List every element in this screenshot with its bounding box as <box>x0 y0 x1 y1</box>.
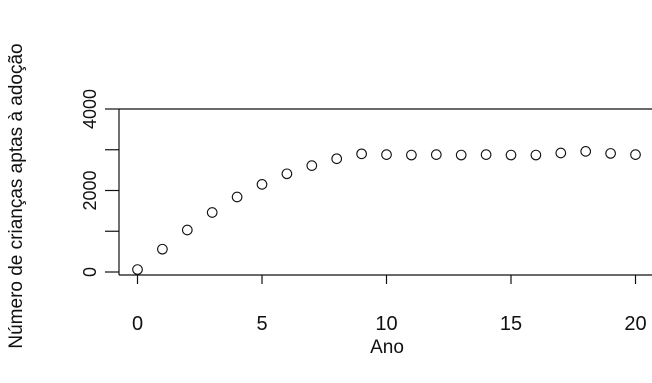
data-point <box>256 179 268 190</box>
y-tick-label: 0 <box>80 267 100 277</box>
data-point <box>132 264 143 275</box>
data-point <box>480 149 492 160</box>
data-point <box>381 149 392 160</box>
x-axis: 0 5 10 15 20 <box>132 275 647 335</box>
data-point <box>430 149 442 160</box>
y-tick-label: 4000 <box>80 89 100 129</box>
data-point <box>455 149 467 161</box>
data-point <box>157 243 168 255</box>
data-point <box>406 149 417 161</box>
data-point <box>630 149 641 160</box>
y-tick-label: 2000 <box>80 170 100 210</box>
x-tick-label: 5 <box>256 313 267 335</box>
data-point <box>580 146 592 157</box>
x-tick-label: 15 <box>500 313 522 335</box>
data-point <box>555 147 567 159</box>
data-point <box>231 191 243 203</box>
data-point <box>206 207 218 218</box>
x-tick-label: 0 <box>132 313 143 335</box>
data-point <box>181 224 193 236</box>
x-tick-label: 20 <box>624 313 646 335</box>
x-tick-label: 10 <box>375 313 397 335</box>
data-point <box>605 148 616 159</box>
data-point <box>306 160 318 171</box>
y-axis-label: Número de crianças aptas à adoção <box>6 43 27 348</box>
data-points <box>132 146 641 275</box>
data-point <box>356 148 367 160</box>
data-point <box>505 149 517 161</box>
x-axis-label: Ano <box>370 337 404 358</box>
data-point <box>331 153 343 165</box>
y-axis: 0 2000 4000 <box>80 89 119 277</box>
data-point <box>281 168 293 180</box>
data-point <box>530 149 542 161</box>
